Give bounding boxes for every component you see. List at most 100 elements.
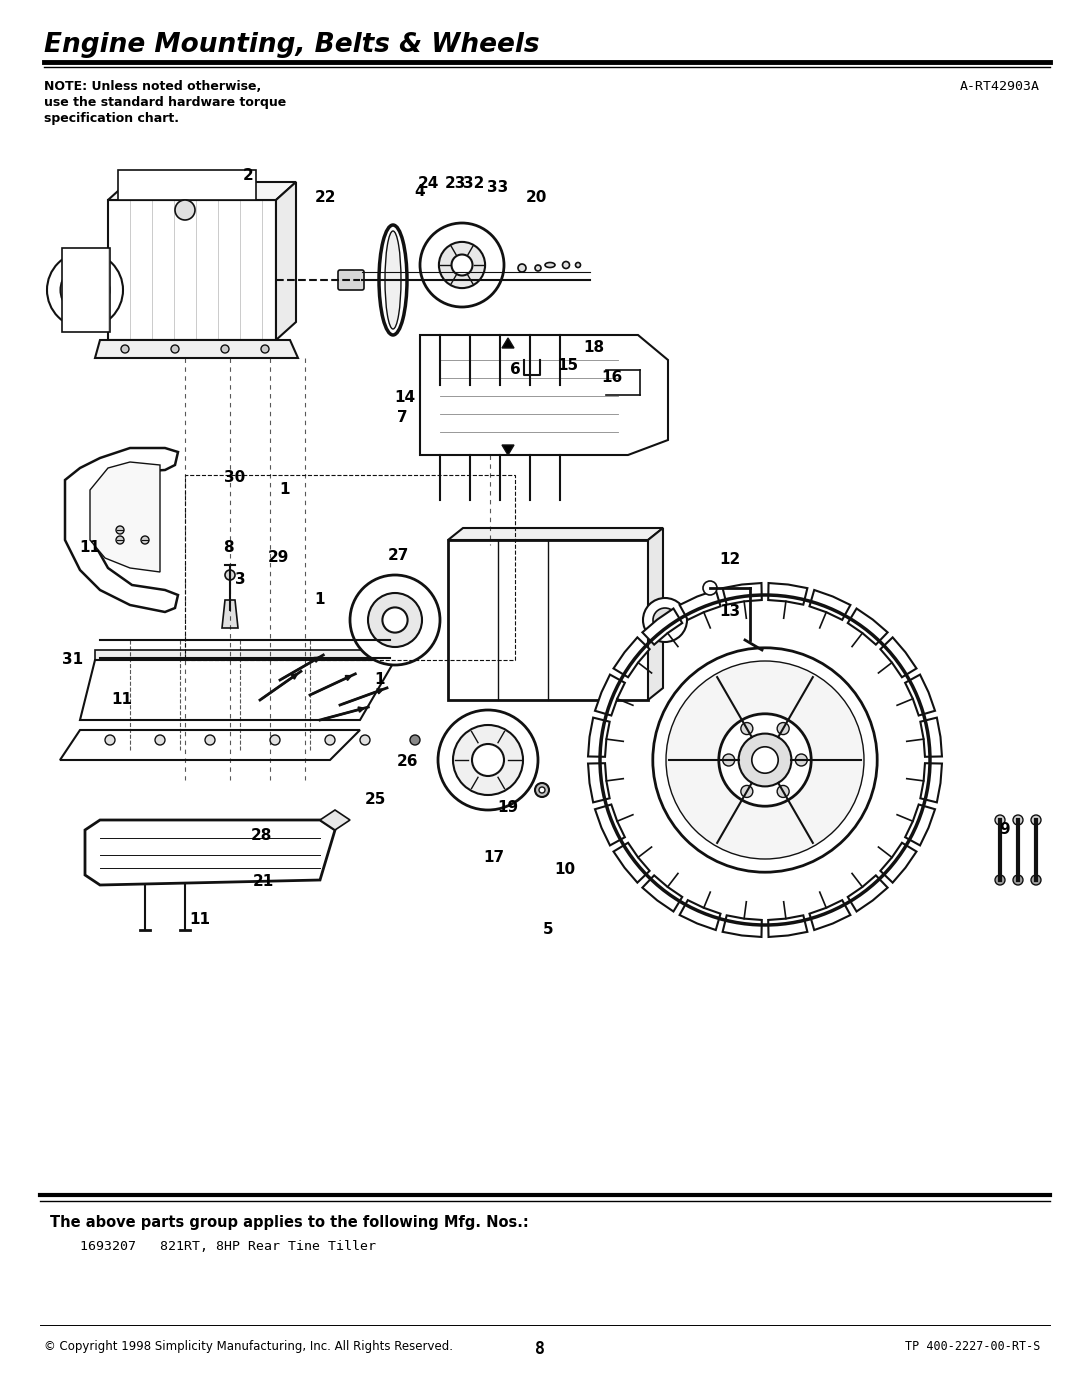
- Polygon shape: [95, 650, 395, 659]
- Ellipse shape: [545, 263, 555, 267]
- Text: 11: 11: [111, 693, 133, 707]
- Polygon shape: [679, 900, 720, 930]
- Polygon shape: [595, 675, 625, 715]
- Text: A-RT42903A: A-RT42903A: [960, 80, 1040, 94]
- Circle shape: [261, 345, 269, 353]
- Text: 11: 11: [189, 912, 211, 928]
- Circle shape: [451, 254, 473, 275]
- Polygon shape: [810, 900, 850, 930]
- Circle shape: [778, 785, 789, 798]
- Polygon shape: [848, 609, 888, 644]
- Circle shape: [410, 735, 420, 745]
- Circle shape: [739, 733, 792, 787]
- Polygon shape: [920, 763, 942, 802]
- Circle shape: [221, 345, 229, 353]
- Polygon shape: [880, 842, 917, 883]
- Text: 18: 18: [583, 341, 605, 355]
- Polygon shape: [723, 583, 761, 605]
- Text: 29: 29: [268, 550, 288, 566]
- Ellipse shape: [563, 261, 569, 268]
- Circle shape: [116, 536, 124, 543]
- Polygon shape: [648, 528, 663, 700]
- Circle shape: [643, 598, 687, 643]
- Polygon shape: [420, 335, 669, 455]
- Polygon shape: [768, 915, 808, 937]
- Polygon shape: [613, 637, 650, 678]
- Polygon shape: [60, 731, 360, 760]
- Polygon shape: [905, 675, 935, 715]
- Bar: [185, 475, 515, 659]
- Polygon shape: [810, 590, 850, 620]
- Circle shape: [121, 345, 129, 353]
- Text: 25: 25: [364, 792, 386, 807]
- Text: 28: 28: [251, 827, 272, 842]
- Text: 8: 8: [222, 541, 233, 556]
- Polygon shape: [848, 876, 888, 911]
- Circle shape: [995, 814, 1005, 826]
- Circle shape: [653, 608, 677, 631]
- Polygon shape: [679, 590, 720, 620]
- Text: 1: 1: [280, 482, 291, 497]
- Ellipse shape: [379, 225, 407, 335]
- Ellipse shape: [384, 231, 401, 330]
- Circle shape: [752, 747, 779, 773]
- Circle shape: [325, 735, 335, 745]
- Ellipse shape: [535, 265, 541, 271]
- Text: © Copyright 1998 Simplicity Manufacturing, Inc. All Rights Reserved.: © Copyright 1998 Simplicity Manufacturin…: [44, 1340, 453, 1354]
- Circle shape: [105, 735, 114, 745]
- Ellipse shape: [518, 264, 526, 272]
- Text: use the standard hardware torque: use the standard hardware torque: [44, 96, 286, 109]
- Text: 22: 22: [315, 190, 337, 205]
- Text: 27: 27: [388, 548, 408, 563]
- Polygon shape: [95, 339, 298, 358]
- Polygon shape: [65, 448, 178, 612]
- Text: 24: 24: [417, 176, 438, 190]
- Text: 6: 6: [510, 362, 521, 377]
- Circle shape: [360, 735, 370, 745]
- Circle shape: [703, 581, 717, 595]
- Circle shape: [438, 710, 538, 810]
- Text: 33: 33: [487, 180, 509, 196]
- Ellipse shape: [576, 263, 581, 267]
- Circle shape: [741, 722, 753, 735]
- Polygon shape: [768, 583, 808, 605]
- Polygon shape: [108, 182, 296, 200]
- Circle shape: [116, 527, 124, 534]
- Circle shape: [1031, 814, 1041, 826]
- Circle shape: [270, 735, 280, 745]
- Text: 16: 16: [602, 370, 623, 386]
- Text: 15: 15: [557, 358, 579, 373]
- Text: 23: 23: [444, 176, 465, 190]
- Text: 14: 14: [394, 391, 416, 405]
- Circle shape: [1013, 875, 1023, 886]
- Text: 11: 11: [80, 541, 100, 556]
- Circle shape: [535, 782, 549, 798]
- Polygon shape: [588, 718, 609, 757]
- Circle shape: [795, 754, 807, 766]
- Circle shape: [438, 242, 485, 288]
- Polygon shape: [276, 182, 296, 339]
- Text: 1693207   821RT, 8HP Rear Tine Tiller: 1693207 821RT, 8HP Rear Tine Tiller: [80, 1241, 376, 1253]
- Circle shape: [723, 754, 734, 766]
- FancyBboxPatch shape: [448, 541, 648, 700]
- Text: 31: 31: [63, 652, 83, 668]
- Text: 7: 7: [396, 411, 407, 426]
- Circle shape: [48, 251, 123, 328]
- Text: TP 400-2227-00-RT-S: TP 400-2227-00-RT-S: [905, 1340, 1040, 1354]
- Polygon shape: [502, 338, 514, 348]
- Polygon shape: [90, 462, 160, 571]
- FancyBboxPatch shape: [118, 170, 256, 200]
- Circle shape: [1013, 814, 1023, 826]
- Bar: [62, 249, 110, 332]
- Text: 12: 12: [719, 552, 741, 567]
- Text: 13: 13: [719, 605, 741, 619]
- Circle shape: [171, 345, 179, 353]
- Polygon shape: [588, 763, 609, 802]
- Polygon shape: [643, 876, 683, 911]
- FancyBboxPatch shape: [338, 270, 364, 291]
- Polygon shape: [880, 637, 917, 678]
- Circle shape: [156, 735, 165, 745]
- Polygon shape: [920, 718, 942, 757]
- Circle shape: [741, 785, 753, 798]
- Text: The above parts group applies to the following Mfg. Nos.:: The above parts group applies to the fol…: [50, 1215, 529, 1229]
